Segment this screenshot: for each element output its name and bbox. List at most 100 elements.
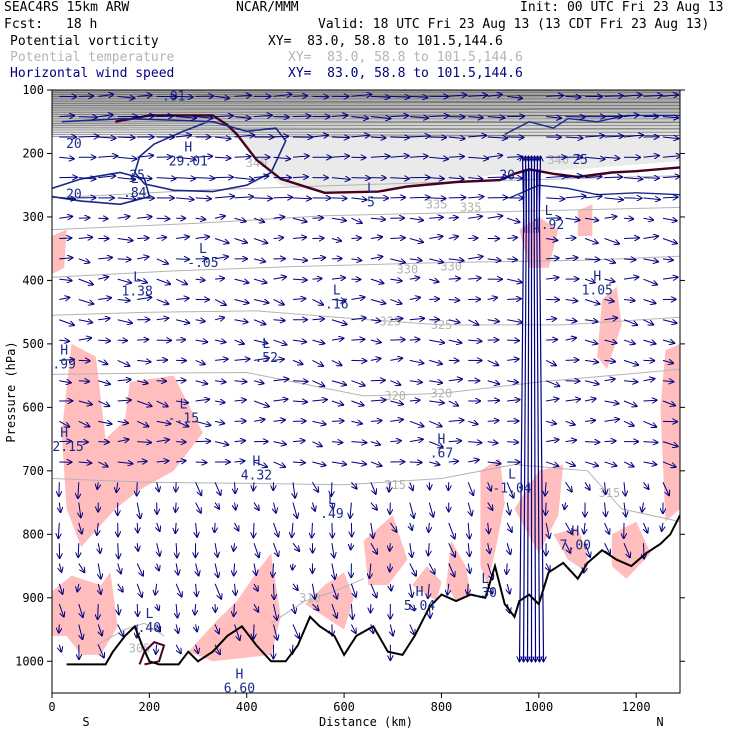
high-marker: H — [60, 344, 68, 359]
wind-vector — [215, 359, 228, 360]
wind-vector — [468, 522, 469, 539]
high-marker: H — [416, 585, 424, 600]
wind-vector — [215, 137, 230, 139]
wind-vector — [448, 441, 461, 442]
wind-vector — [195, 482, 202, 495]
pv-label: 20 — [66, 137, 82, 152]
wind-vector — [156, 178, 176, 179]
wind-vector — [584, 522, 585, 534]
wind-vector — [176, 178, 195, 179]
wind-vector — [253, 400, 269, 406]
wind-vector — [429, 217, 442, 218]
wind-vector — [546, 563, 550, 571]
wind-vector — [487, 177, 508, 178]
plot-frame — [51, 89, 681, 694]
wind-vector — [351, 318, 365, 320]
wind-vector — [585, 360, 598, 362]
wind-vector — [156, 644, 157, 654]
wind-vector — [136, 420, 148, 426]
wind-vector — [196, 644, 199, 653]
wind-vector — [157, 624, 160, 631]
theta-label: 335 — [460, 200, 482, 214]
wind-vector — [292, 237, 306, 238]
wind-vector — [546, 277, 558, 279]
wind-vector — [292, 563, 293, 570]
extremum-value: 1.92 — [533, 218, 564, 233]
wind-vector — [390, 178, 409, 179]
wind-vector — [468, 117, 482, 118]
wind-vector — [78, 462, 92, 463]
wind-vector — [234, 400, 246, 401]
wind-vector — [448, 259, 464, 261]
wind-vector — [137, 381, 147, 384]
wind-vector — [584, 461, 598, 466]
wind-vector — [604, 96, 624, 97]
wind-vector — [369, 563, 370, 579]
wind-vector — [331, 178, 350, 180]
wind-vector — [215, 563, 218, 578]
wind-vector — [546, 522, 549, 538]
wind-vector — [273, 624, 278, 639]
wind-vector — [117, 439, 129, 441]
wind-vector — [234, 441, 245, 442]
wind-vector — [448, 379, 462, 381]
wind-vector — [97, 522, 98, 535]
wind-vector — [175, 278, 187, 284]
pv-positive-region — [52, 229, 67, 275]
wind-vector — [254, 198, 272, 199]
wind-vector — [370, 156, 389, 157]
wind-vector — [534, 157, 535, 233]
wind-vector — [546, 117, 561, 119]
wind-vector — [292, 299, 305, 300]
wind-vector — [448, 340, 462, 343]
wind-vector — [448, 137, 465, 139]
stratospheric-pv-contour — [52, 100, 680, 103]
wind-vector — [59, 441, 71, 442]
wind-vector — [409, 462, 422, 463]
wind-vector — [410, 482, 413, 490]
pv-positive-region — [480, 458, 505, 586]
wind-vector — [118, 563, 121, 574]
wind-vector — [643, 198, 659, 200]
wind-vector — [59, 340, 69, 341]
wind-vector — [97, 644, 104, 658]
wind-vector — [292, 340, 306, 342]
wind-vector — [565, 481, 572, 491]
wind-vector — [662, 381, 673, 382]
wind-vector — [292, 156, 309, 157]
wind-vector — [137, 238, 148, 239]
wind-vector — [292, 177, 308, 178]
wind-vector — [214, 257, 228, 259]
x-tick-label: 600 — [333, 700, 355, 714]
wind-vector — [195, 279, 205, 280]
low-marker: L — [481, 572, 489, 587]
wind-vector — [292, 401, 307, 402]
wind-vector — [293, 604, 295, 613]
wind-vector — [448, 400, 458, 406]
wind-vector — [487, 400, 499, 401]
extremum-value: 1.38 — [122, 285, 153, 300]
wind-vector — [538, 169, 544, 661]
wind-vector — [78, 117, 97, 118]
wind-vector — [137, 482, 138, 495]
wind-vector — [662, 340, 674, 343]
extremum-value: .16 — [325, 297, 348, 312]
wind-vector — [98, 115, 112, 117]
wind-vector — [292, 522, 293, 537]
wind-vector — [643, 522, 647, 533]
theta-label: 310 — [299, 591, 321, 605]
wind-vector — [176, 543, 177, 557]
wind-vector — [623, 95, 642, 97]
forecast-label: Fcst: — [4, 17, 44, 32]
wind-vector — [234, 197, 254, 198]
wind-vector — [273, 238, 284, 239]
wind-vector — [273, 217, 285, 218]
extremum-value: .99 — [52, 358, 75, 373]
wind-vector — [196, 522, 197, 537]
wind-vector — [215, 381, 226, 382]
wind-vector — [623, 461, 634, 467]
wind-vector — [585, 259, 599, 260]
wind-vector — [409, 318, 424, 319]
wind-vector — [623, 259, 635, 260]
